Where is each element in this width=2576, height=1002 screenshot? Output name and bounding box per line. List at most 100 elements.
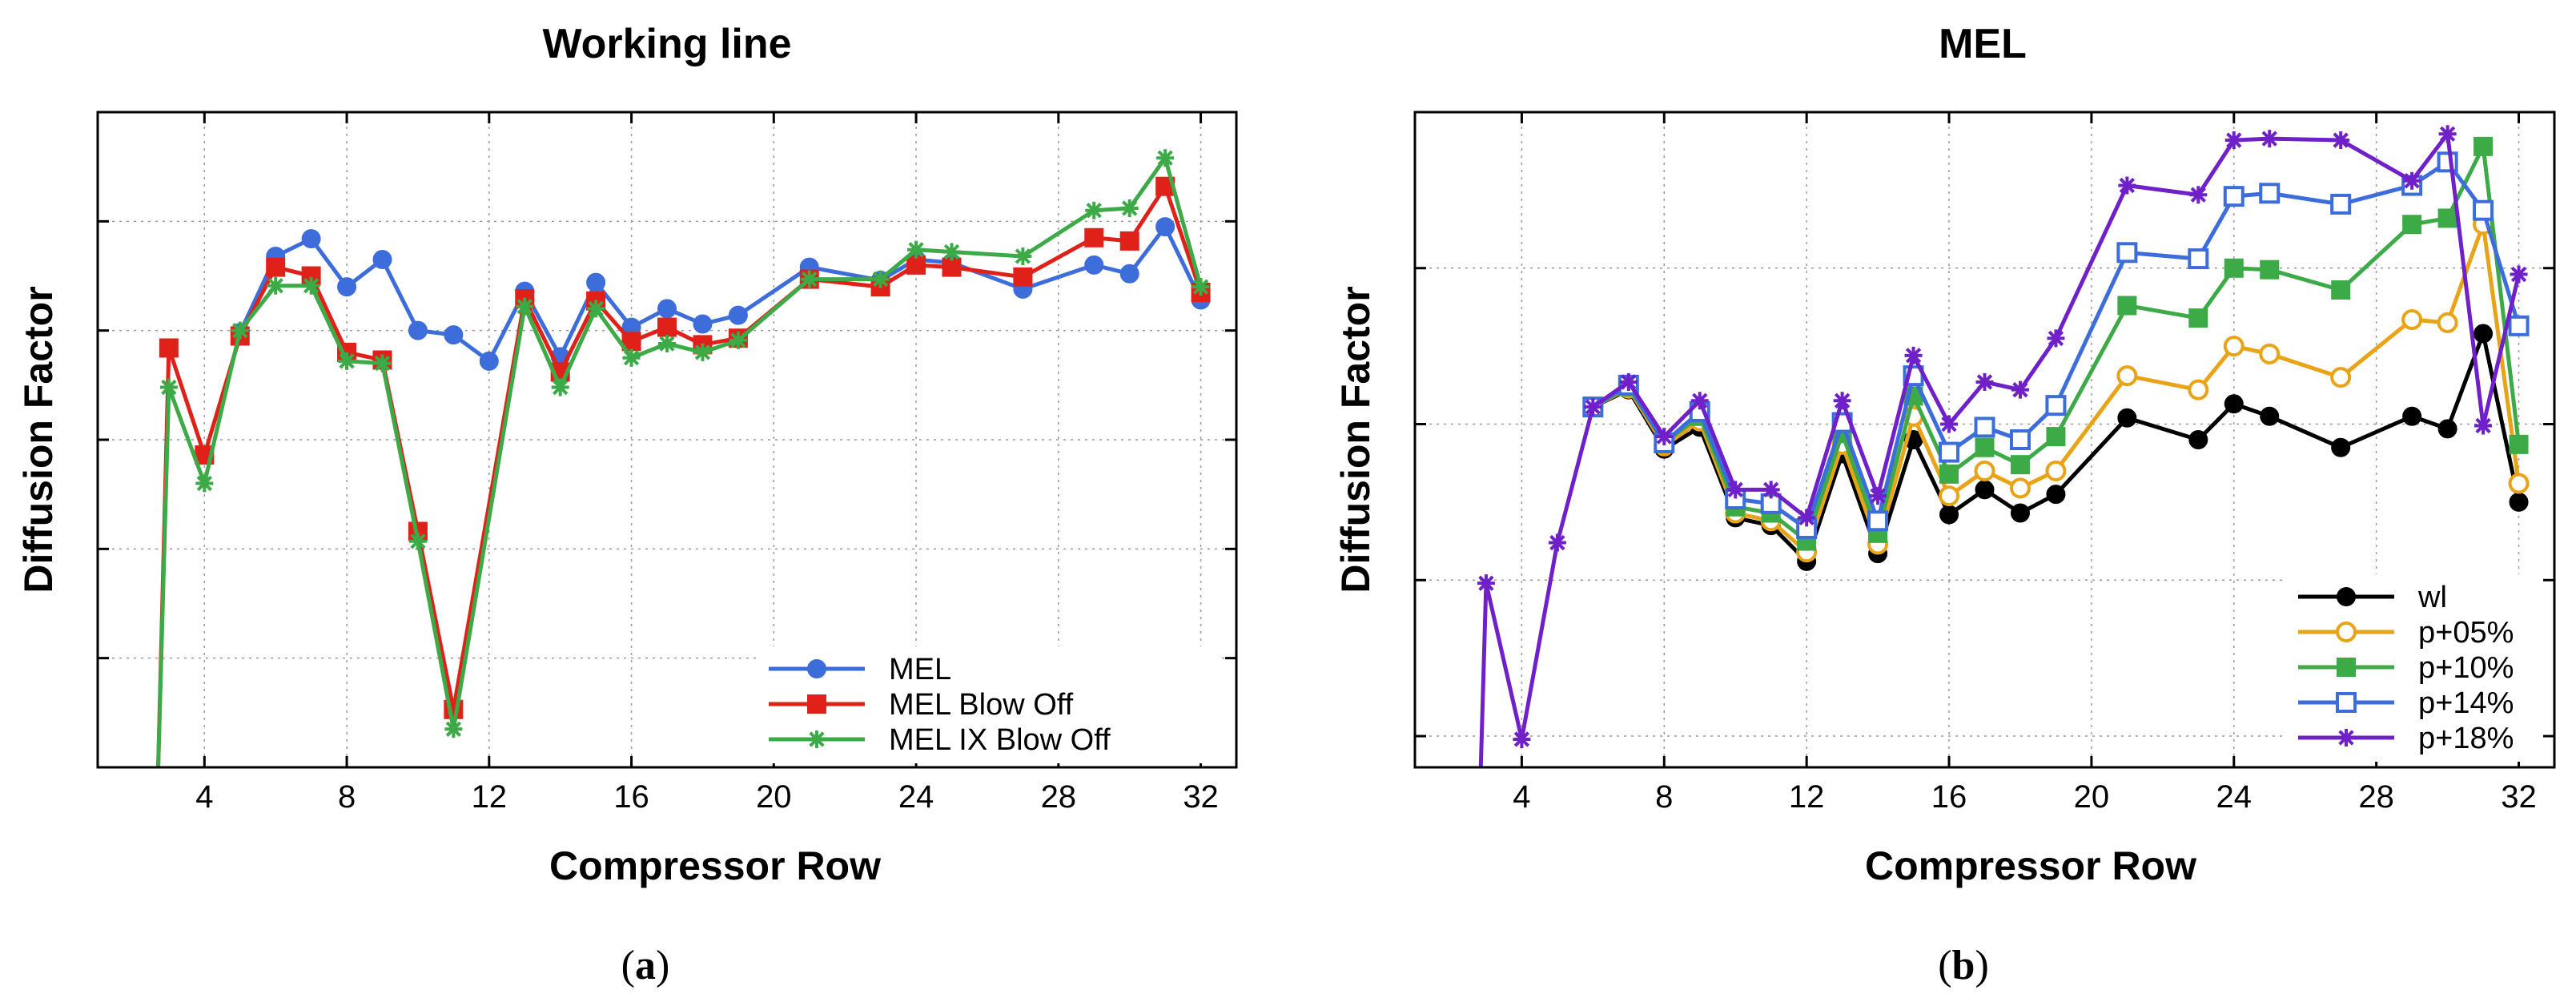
- data-point: [1014, 247, 1032, 265]
- data-point: [587, 300, 605, 318]
- data-point: [693, 343, 712, 361]
- data-point: [1192, 278, 1210, 296]
- panel-a-caption-letter: a: [635, 943, 656, 988]
- legend-item: MEL: [769, 653, 951, 686]
- data-point: [2508, 473, 2530, 494]
- data-point: [2437, 312, 2458, 333]
- data-point: [266, 257, 286, 277]
- panel-b-y-label: Diffusion Factor: [1333, 286, 1378, 593]
- data-point: [408, 320, 428, 340]
- data-point: [2047, 329, 2065, 348]
- data-point: [1798, 509, 1816, 527]
- data-point: [301, 229, 321, 249]
- x-tick-label: 16: [613, 779, 649, 815]
- data-point: [267, 276, 285, 295]
- legend-item: p+10%: [2298, 651, 2514, 685]
- legend-swatch-marker: [2337, 658, 2356, 677]
- data-point: [907, 240, 926, 259]
- data-point: [2188, 430, 2208, 449]
- data-point: [729, 331, 747, 349]
- data-point: [2188, 248, 2209, 270]
- data-point: [2508, 315, 2530, 336]
- x-tick-label: 12: [1789, 779, 1825, 815]
- x-tick-label: 4: [1513, 779, 1530, 815]
- panel-a-series: [156, 149, 1211, 767]
- x-tick-label: 12: [472, 779, 508, 815]
- data-point: [2331, 280, 2351, 300]
- panel-b-legend: wlp+05%p+10%p+14%p+18%: [2287, 574, 2543, 762]
- data-point: [693, 314, 713, 334]
- data-point: [871, 270, 890, 288]
- legend-label: p+14%: [2418, 686, 2514, 720]
- data-point: [586, 272, 606, 292]
- x-tick-label: 8: [1655, 779, 1673, 815]
- x-tick-label: 4: [195, 779, 213, 815]
- data-point: [479, 351, 499, 371]
- data-point: [2117, 408, 2137, 428]
- legend-label: p+10%: [2418, 651, 2514, 685]
- legend-swatch-marker: [807, 659, 826, 678]
- legend-item: MEL Blow Off: [769, 688, 1074, 722]
- data-point: [2474, 416, 2493, 435]
- x-tick-label: 32: [2501, 779, 2537, 815]
- data-point: [2259, 343, 2281, 364]
- data-point: [444, 325, 464, 345]
- data-point: [1084, 255, 1104, 275]
- legend-swatch-marker: [2337, 587, 2356, 606]
- data-point: [1690, 392, 1709, 410]
- data-point: [1156, 149, 1175, 167]
- data-point: [1762, 481, 1780, 499]
- data-point: [1120, 199, 1139, 217]
- data-point: [2118, 176, 2136, 195]
- data-point: [2402, 215, 2422, 235]
- data-point: [159, 378, 178, 396]
- panel-b-series: [1477, 125, 2530, 767]
- data-point: [2437, 208, 2457, 228]
- data-point: [2046, 485, 2066, 505]
- data-point: [1619, 372, 1638, 391]
- data-point: [1939, 441, 1960, 463]
- data-point: [337, 277, 357, 297]
- panel-b-x-label: Compressor Row: [1865, 843, 2196, 888]
- data-point: [2010, 455, 2030, 475]
- data-point: [1939, 464, 1959, 484]
- data-point: [2438, 125, 2457, 143]
- data-point: [2223, 186, 2244, 207]
- data-point: [1726, 481, 1745, 499]
- legend-swatch-marker: [2337, 729, 2355, 746]
- data-point: [622, 348, 641, 367]
- x-tick-label: 24: [898, 779, 934, 815]
- legend-label: p+18%: [2418, 722, 2514, 755]
- data-point: [231, 321, 249, 340]
- legend-label: p+05%: [2418, 616, 2514, 650]
- data-point: [658, 335, 676, 353]
- data-point: [1477, 574, 1495, 593]
- data-point: [942, 243, 961, 261]
- data-point: [2261, 130, 2279, 148]
- panel-b: MEL 4 8 12 16 20 24 28 32 Compressor Row Diffus…: [1333, 21, 2556, 988]
- panel-a-caption: (a): [621, 943, 670, 988]
- data-point: [1975, 372, 1994, 391]
- panel-a-title: Working line: [542, 21, 791, 67]
- data-point: [1975, 437, 1995, 457]
- data-point: [2330, 193, 2352, 215]
- panel-b-caption-letter: b: [1952, 943, 1975, 988]
- data-point: [1939, 485, 1960, 507]
- data-point: [195, 474, 214, 493]
- series-line: [1592, 332, 2521, 564]
- data-point: [2260, 406, 2280, 426]
- data-point: [444, 720, 463, 738]
- data-point: [2509, 434, 2529, 454]
- legend-swatch-marker: [808, 730, 826, 748]
- plot-area: [156, 149, 1211, 767]
- x-tick-label: 28: [1041, 779, 1077, 815]
- data-point: [2401, 309, 2423, 331]
- x-tick-label: 28: [2358, 779, 2394, 815]
- legend-item: p+05%: [2298, 616, 2514, 650]
- data-point: [373, 354, 392, 372]
- panel-a: Working line 4 8 12 16 20 24 28 32 Compressor R…: [16, 21, 1238, 988]
- data-point: [338, 352, 356, 370]
- data-point: [800, 270, 818, 288]
- legend-label: wl: [2417, 581, 2447, 614]
- data-point: [2260, 260, 2280, 280]
